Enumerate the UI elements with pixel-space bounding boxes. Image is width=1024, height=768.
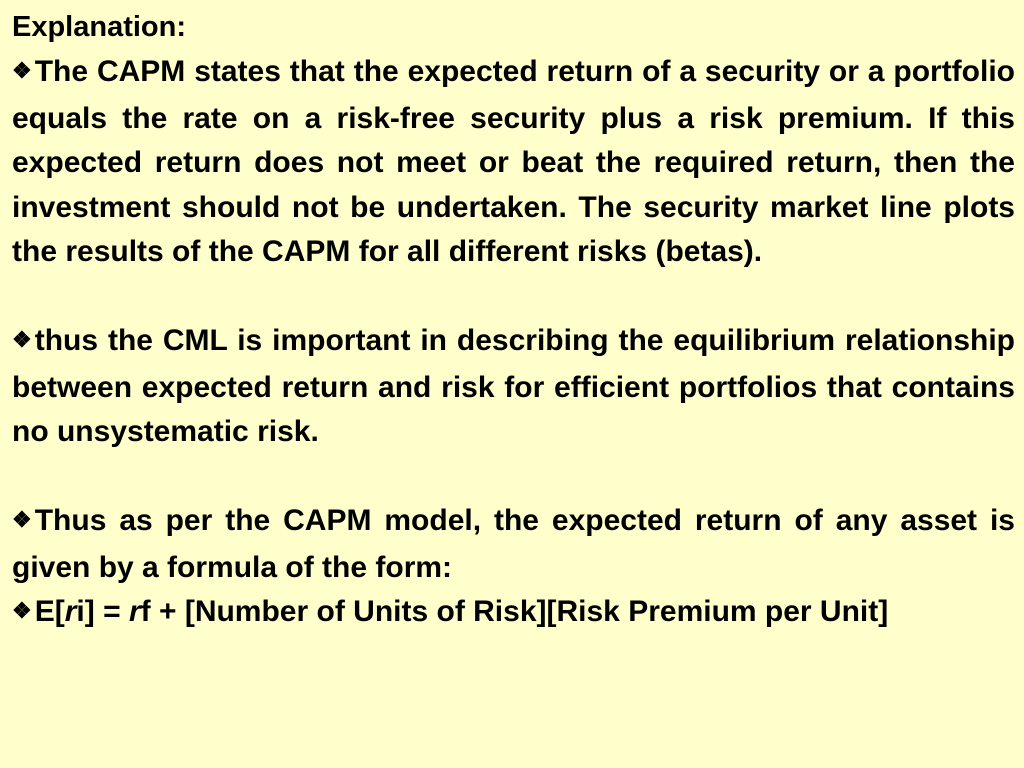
formula-rf-sub: f [140,595,151,628]
diamond-bullet-icon: ❖ [12,507,32,532]
paragraph-spacer [12,455,1015,500]
formula-rf-r: r [128,595,141,628]
formula-ri-sub: i [76,595,85,628]
formula-middle: ] = [84,595,129,628]
bullet-capm-definition: ❖ The CAPM states that the expected retur… [12,50,1015,275]
bullet-text: thus the CML is important in describing … [12,324,1015,448]
slide-content: Explanation: ❖ The CAPM states that the e… [12,10,1015,637]
bullet-text: The CAPM states that the expected return… [12,55,1015,268]
paragraph-spacer [12,275,1015,320]
formula-ri-r: r [64,595,77,628]
formula-prefix: E[ [34,595,65,628]
slide-heading: Explanation: [12,11,187,43]
diamond-bullet-icon: ❖ [12,327,32,352]
diamond-bullet-icon: ❖ [12,598,32,623]
bullet-capm-formula: ❖ E[ri] = rf + [Number of Units of Risk][… [12,590,1015,637]
diamond-bullet-icon: ❖ [12,58,32,83]
bullet-cml-importance: ❖ thus the CML is important in describing… [12,319,1015,455]
bullet-text: Thus as per the CAPM model, the expected… [12,504,1015,584]
bullet-capm-formula-intro: ❖ Thus as per the CAPM model, the expecte… [12,499,1015,590]
formula-suffix: + [Number of Units of Risk][Risk Premium… [150,595,889,628]
